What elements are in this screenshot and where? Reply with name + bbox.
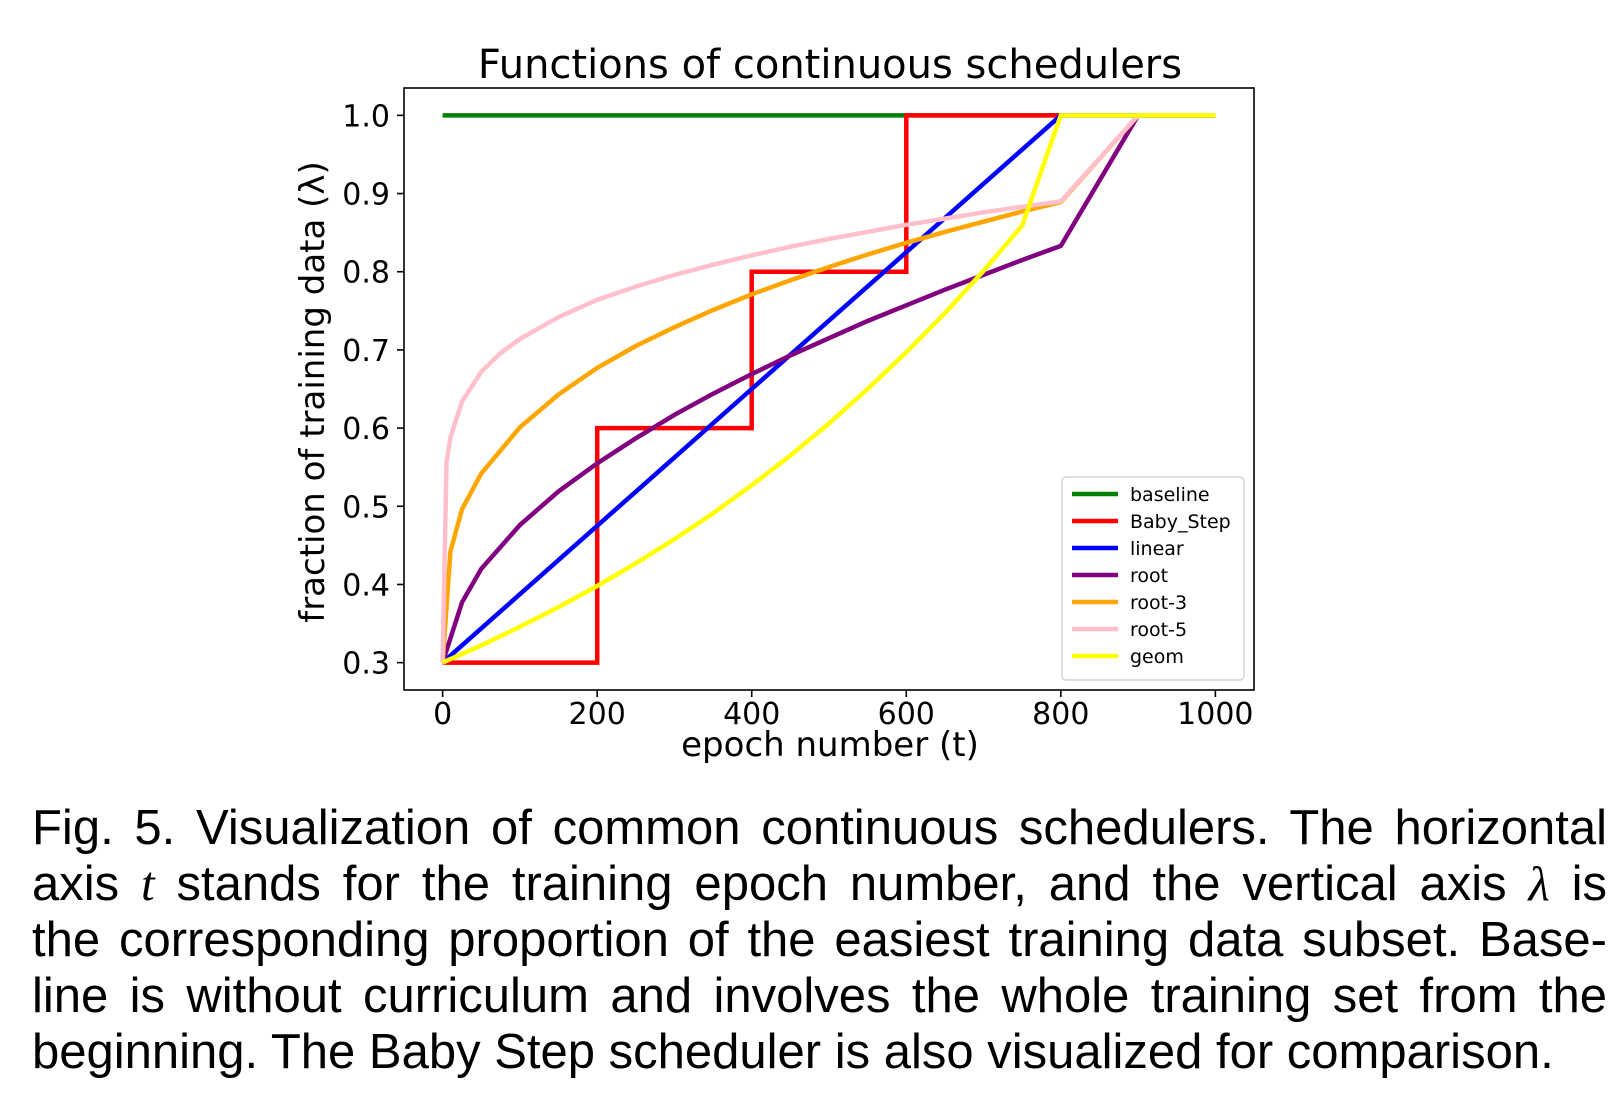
legend-label-linear: linear <box>1130 538 1184 560</box>
caption-text: stands for the training epoch number, an… <box>154 857 1529 911</box>
y-tick-label: 0.3 <box>342 647 390 682</box>
caption-text: the corresponding proportion of the easi… <box>32 913 1607 967</box>
y-tick-label: 0.5 <box>342 490 390 525</box>
y-tick-label: 0.7 <box>342 334 390 369</box>
scheduler-chart: Functions of continuous schedulers 0 200 4… <box>293 42 1255 765</box>
x-tick-label: 0 <box>433 697 452 732</box>
figure-caption: Fig. 5. Visualization of common continuo… <box>32 800 1607 1080</box>
plot-frame <box>403 87 1255 691</box>
series-line-geom <box>441 113 1216 665</box>
legend-label-baseline: baseline <box>1130 484 1210 506</box>
caption-text: Fig. 5. Visualization of common continuo… <box>32 801 1607 855</box>
caption-text: line is without curriculum and involves … <box>32 969 1607 1023</box>
legend-label-geom: geom <box>1130 646 1184 668</box>
caption-text: axis <box>32 857 142 911</box>
y-tick-label: 0.4 <box>342 568 390 603</box>
x-tick-label: 200 <box>569 697 626 732</box>
series-line-root <box>440 113 1216 664</box>
x-tick-label: 400 <box>723 697 780 732</box>
y-tick-label: 1.0 <box>342 99 390 134</box>
x-tick-label: 800 <box>1032 697 1089 732</box>
series-line-root-5 <box>440 113 1216 663</box>
legend-label-root-3: root-3 <box>1130 592 1187 614</box>
series-line-baby-step <box>442 113 1061 665</box>
caption-text: beginning. The Baby Step scheduler is al… <box>32 1025 1554 1079</box>
caption-line: the corresponding proportion of the easi… <box>32 912 1607 968</box>
x-axis: 0 200 400 600 800 1000 <box>433 690 1254 732</box>
x-tick-label: 600 <box>878 697 935 732</box>
y-axis-label: fraction of training data (λ) <box>293 161 333 623</box>
y-tick-label: 0.9 <box>342 178 390 213</box>
series-line-root-3 <box>440 113 1216 663</box>
caption-math-symbol: λ <box>1528 856 1550 911</box>
chart-title: Functions of continuous schedulers <box>478 42 1182 88</box>
x-tick-label: 1000 <box>1177 697 1253 732</box>
legend-label-baby-step: Baby_Step <box>1130 511 1231 533</box>
plot-area <box>440 113 1216 665</box>
y-tick-label: 0.8 <box>342 256 390 291</box>
y-axis: 0.3 0.4 0.5 0.6 0.7 0.8 0.9 1.0 <box>342 99 404 682</box>
legend-label-root: root <box>1130 565 1168 587</box>
caption-text: is <box>1549 857 1608 911</box>
caption-math-symbol: t <box>141 856 155 911</box>
y-tick-label: 0.6 <box>342 412 390 447</box>
caption-line: beginning. The Baby Step scheduler is al… <box>32 1024 1607 1080</box>
legend-label-root-5: root-5 <box>1130 619 1187 641</box>
caption-line: axis t stands for the training epoch num… <box>32 856 1607 912</box>
caption-line: Fig. 5. Visualization of common continuo… <box>32 800 1607 856</box>
caption-line: line is without curriculum and involves … <box>32 968 1607 1024</box>
x-axis-label: epoch number (t) <box>681 725 979 765</box>
